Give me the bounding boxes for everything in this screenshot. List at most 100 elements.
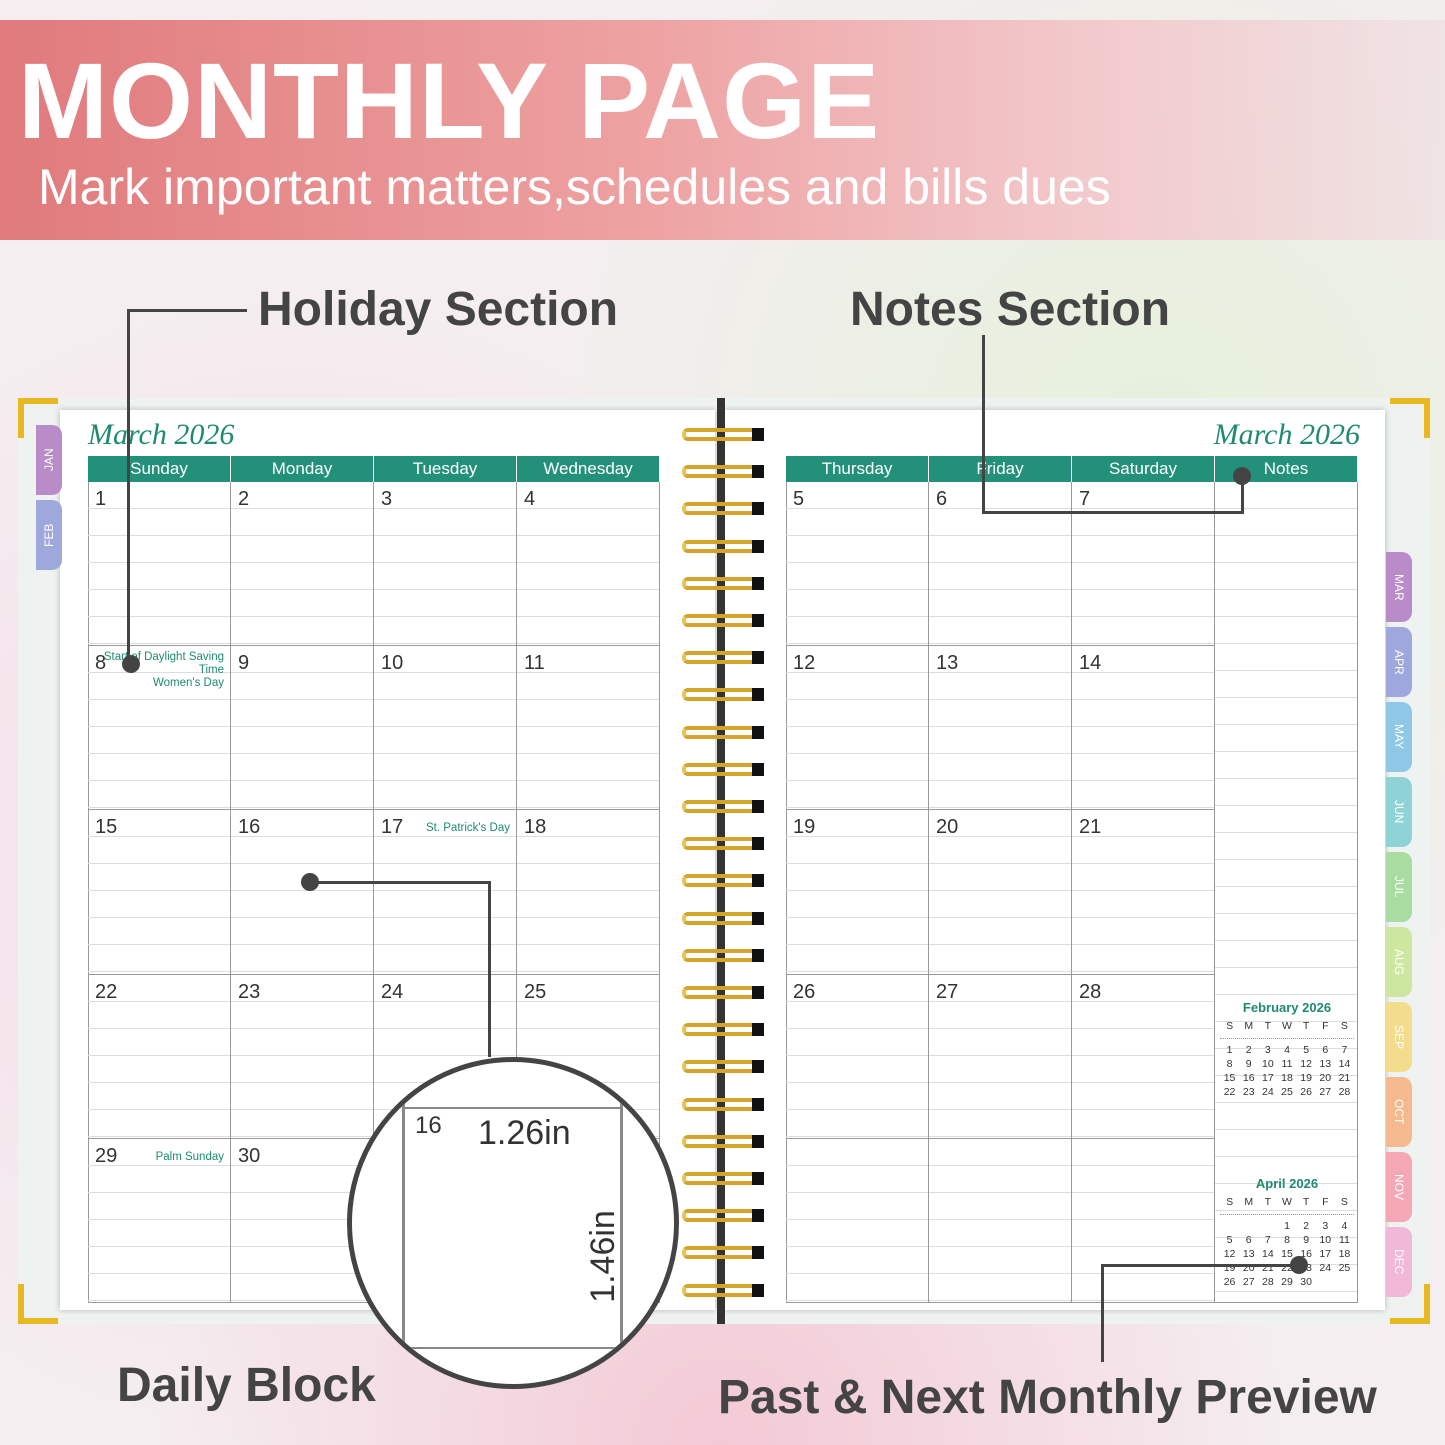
mini-day: 7 [1264,1234,1271,1246]
spiral-ring [682,800,764,813]
spine [717,398,725,1324]
corner-protector [18,1284,58,1324]
day-cell: 28 [1072,975,1215,1139]
daily-block-label: Daily Block [117,1359,376,1412]
month-tab-jun[interactable]: JUN [1386,777,1412,847]
mini-day: 1 [1226,1044,1233,1056]
callout-dot [122,655,140,673]
day-header: Tuesday [374,456,517,482]
mini-day: 27 [1319,1086,1332,1098]
weekday: F [1322,1020,1329,1032]
day-number: 13 [936,652,959,674]
mini-day: 9 [1245,1058,1252,1070]
month-tab-jul[interactable]: JUL [1386,852,1412,922]
day-cell: 2 [231,482,374,646]
mini-day: 13 [1319,1058,1332,1070]
day-header: Thursday [786,456,929,482]
day-cell: 6 [929,482,1072,646]
mini-day: 28 [1338,1086,1351,1098]
mini-days: 1234567891011121314151617181920212223242… [1220,1214,1354,1289]
weekday: S [1340,1020,1348,1032]
preview-label: Past & Next Monthly Preview [718,1371,1377,1424]
day-number: 21 [1079,816,1102,838]
month-tab-feb[interactable]: FEB [36,500,62,570]
mini-day: 15 [1223,1072,1236,1084]
weekday: W [1282,1020,1292,1032]
spiral-ring [682,539,764,553]
month-tab-sep[interactable]: SEP [1386,1002,1412,1072]
day-cell: 4 [517,482,660,646]
day-header: Monday [231,456,374,482]
spiral-ring [682,1134,764,1148]
mini-day: 8 [1226,1058,1233,1070]
month-tab-aug[interactable]: AUG [1386,927,1412,997]
mini-day: 24 [1319,1262,1332,1274]
month-tab-nov[interactable]: NOV [1386,1152,1412,1222]
magnifier-day: 16 [415,1112,442,1139]
mini-day: 22 [1223,1086,1236,1098]
day-number: 17 [381,816,404,838]
day-cell: 19 [786,810,929,975]
day-cell: 9 [231,646,374,810]
magnifier: 16 1.26in 1.46in [347,1057,679,1389]
day-number: 4 [524,488,536,510]
day-number: 16 [238,816,261,838]
day-header: Saturday [1072,456,1215,482]
spiral-ring [682,502,764,516]
spiral-ring [682,837,764,851]
mini-day: 4 [1341,1220,1348,1232]
month-tab-dec[interactable]: DEC [1386,1227,1412,1297]
weekday: T [1302,1020,1310,1032]
day-number: 24 [381,981,404,1003]
day-number: 29 [95,1145,118,1167]
mini-day: 10 [1319,1234,1332,1246]
day-cell: 3 [374,482,517,646]
day-number: 25 [524,981,547,1003]
day-cell: 13 [929,646,1072,810]
month-tab-apr[interactable]: APR [1386,627,1412,697]
month-tab-may[interactable]: MAY [1386,702,1412,772]
spiral-ring [682,576,764,590]
notes-section-label: Notes Section [850,283,1171,336]
month-tab-oct[interactable]: OCT [1386,1077,1412,1147]
day-cell: 1 [88,482,231,646]
mini-day: 20 [1319,1072,1332,1084]
mini-day: 13 [1242,1248,1255,1260]
day-number: 23 [238,981,261,1003]
blank-day [1239,1219,1258,1233]
mini-day: 24 [1262,1086,1274,1098]
day-cell: 18 [517,810,660,975]
mini-day: 30 [1300,1276,1312,1288]
corner-protector [1390,398,1430,438]
mini-day: 11 [1338,1234,1350,1246]
month-tab-jan[interactable]: JAN [36,425,62,495]
mini-day: 2 [1245,1044,1252,1056]
day-number: 5 [793,488,805,510]
weekday: S [1340,1196,1348,1208]
month-tab-mar[interactable]: MAR [1386,552,1412,622]
day-cell: 26 [786,975,929,1139]
day-cell: 23 [231,975,374,1139]
spiral-ring [682,725,764,739]
day-cell: 11 [517,646,660,810]
mini-day: 12 [1300,1058,1312,1070]
mini-day: 17 [1319,1248,1332,1260]
spiral-ring [682,986,764,999]
spiral-ring [682,428,764,441]
weekday: W [1282,1196,1292,1208]
mini-day: 6 [1245,1234,1252,1246]
spiral-ring [682,762,764,776]
day-cell: 10 [374,646,517,810]
callout-line [488,881,491,1057]
spiral-ring [682,651,764,665]
day-number: 18 [524,816,547,838]
spiral-ring [682,874,764,888]
weekday: M [1244,1020,1254,1032]
callout-dot [301,873,319,891]
mini-day: 28 [1262,1276,1274,1288]
mini-day: 27 [1242,1276,1255,1288]
day-cell: 12 [786,646,929,810]
mini-day: 18 [1281,1072,1293,1084]
